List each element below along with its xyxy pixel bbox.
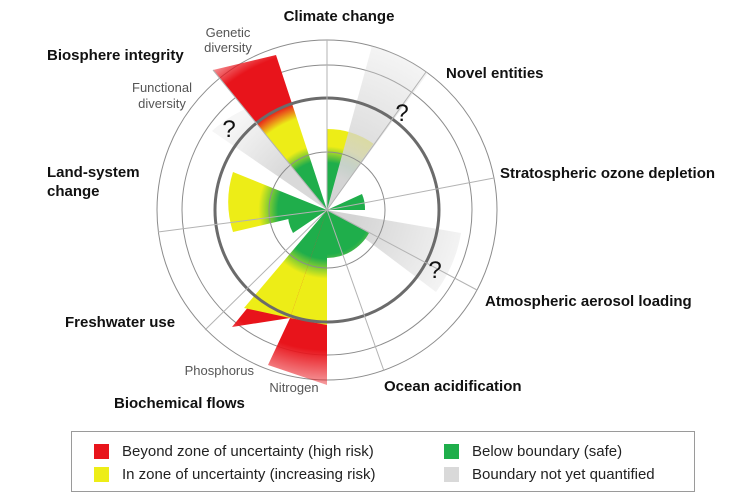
label-land-system-line2: change (47, 183, 100, 200)
legend-item-not-quantified: Boundary not yet quantified (444, 464, 655, 484)
label-aerosol-loading: Atmospheric aerosol loading (485, 293, 692, 310)
wedge-phosphorus-inner (244, 210, 327, 318)
legend-swatch-green (444, 443, 459, 459)
planetary-boundaries-diagram: Climate change Novel entities Stratosphe… (47, 8, 715, 412)
wedge-land-system (228, 172, 327, 232)
wedge-ozone (327, 194, 366, 210)
spokes (157, 40, 495, 372)
label-freshwater-use: Freshwater use (65, 314, 175, 331)
label-genetic-line1: Genetic (206, 25, 251, 40)
legend-label: Beyond zone of uncertainty (high risk) (122, 442, 374, 460)
wedge-ocean (327, 210, 369, 258)
label-biosphere-integrity: Biosphere integrity (47, 47, 184, 64)
label-genetic-line2: diversity (204, 40, 252, 55)
label-ocean-acidification: Ocean acidification (384, 378, 522, 395)
legend-swatch-yellow (94, 466, 109, 482)
label-nitrogen: Nitrogen (269, 380, 318, 395)
label-phosphorus: Phosphorus (185, 363, 255, 378)
label-functional-line1: Functional (132, 80, 192, 95)
legend-label: Boundary not yet quantified (472, 465, 655, 483)
question-mark-functional: ? (222, 116, 235, 143)
wedge-functional-diversity (212, 107, 327, 210)
wedge-novel-entities (327, 46, 428, 210)
wedge-genetic-diversity (213, 55, 327, 210)
label-climate-change: Climate change (284, 8, 395, 25)
legend-label: In zone of uncertainty (increasing risk) (122, 465, 376, 483)
legend-swatch-red (94, 443, 109, 459)
label-land-system-line1: Land-system (47, 164, 140, 181)
label-biochemical-flows: Biochemical flows (114, 395, 245, 412)
legend-item-increasing-risk: In zone of uncertainty (increasing risk) (94, 464, 375, 484)
legend-item-high-risk: Beyond zone of uncertainty (high risk) (94, 441, 374, 461)
question-mark-aerosol: ? (428, 257, 441, 284)
wedge-nitrogen-inner (290, 210, 327, 325)
label-functional-line2: diversity (138, 96, 186, 111)
question-mark-novel: ? (395, 100, 408, 127)
label-ozone-depletion: Stratospheric ozone depletion (500, 165, 715, 182)
legend: Beyond zone of uncertainty (high risk) I… (71, 431, 695, 492)
legend-item-safe: Below boundary (safe) (444, 441, 622, 461)
legend-label: Below boundary (safe) (472, 442, 623, 460)
legend-swatch-grey (444, 466, 459, 482)
label-novel-entities: Novel entities (446, 65, 544, 82)
